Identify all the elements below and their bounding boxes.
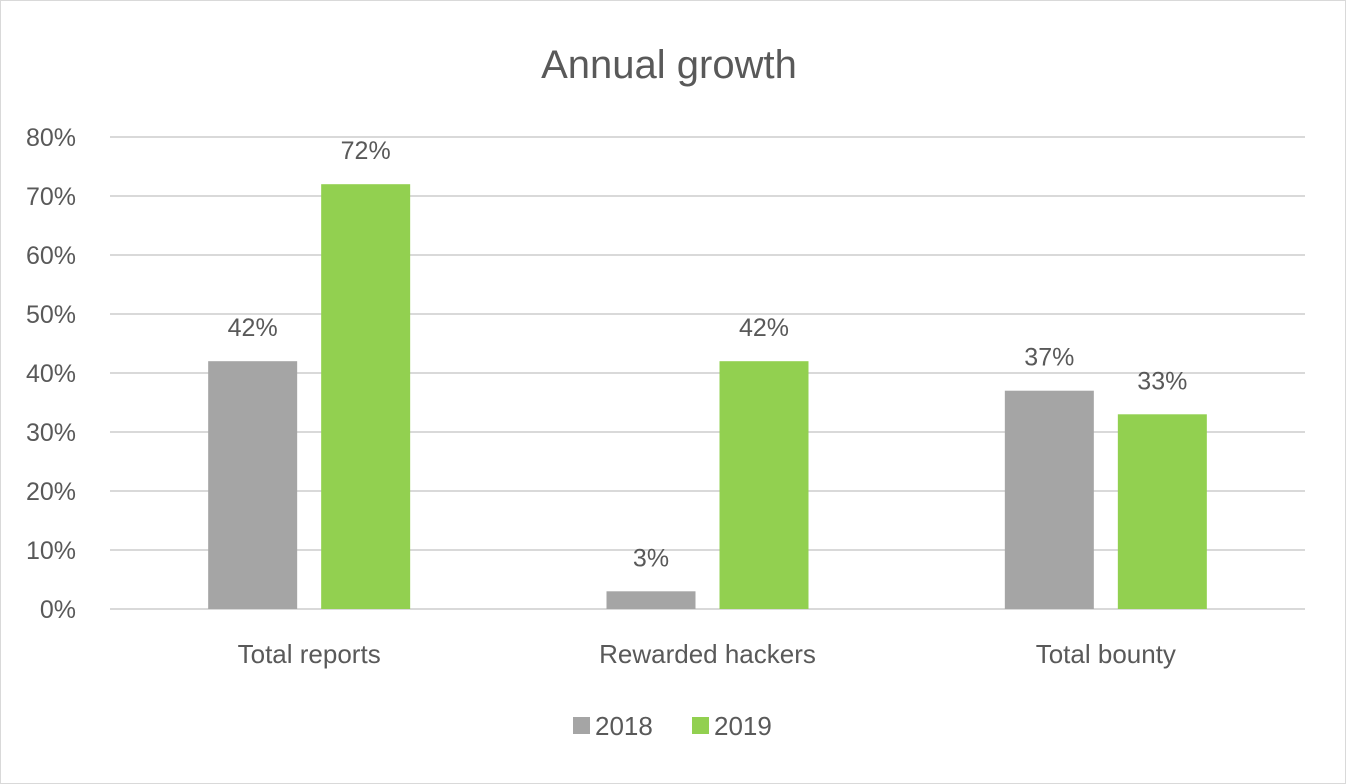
legend-label: 2018 xyxy=(595,711,653,741)
x-tick-label: Total reports xyxy=(238,639,381,669)
legend-swatch-2019 xyxy=(692,717,709,734)
y-tick-label: 70% xyxy=(26,183,76,211)
y-tick-label: 60% xyxy=(26,242,76,270)
y-tick-label: 10% xyxy=(26,537,76,565)
chart-title: Annual growth xyxy=(541,43,797,87)
y-tick-label: 30% xyxy=(26,419,76,447)
y-tick-label: 80% xyxy=(26,124,76,152)
bar-2018-0 xyxy=(208,361,298,609)
data-label: 42% xyxy=(739,314,789,342)
bar-2019-1 xyxy=(719,361,809,609)
bar-2018-2 xyxy=(1004,390,1094,609)
x-tick-label: Rewarded hackers xyxy=(599,639,816,669)
data-label: 42% xyxy=(228,314,278,342)
data-label: 3% xyxy=(633,544,669,572)
x-tick-label: Total bounty xyxy=(1036,639,1176,669)
data-label: 37% xyxy=(1024,344,1074,372)
y-tick-label: 40% xyxy=(26,360,76,388)
bar-2018-1 xyxy=(606,591,696,609)
y-tick-label: 50% xyxy=(26,301,76,329)
y-tick-label: 0% xyxy=(40,596,76,624)
y-tick-label: 20% xyxy=(26,478,76,506)
legend-label: 2019 xyxy=(714,711,772,741)
bar-2019-0 xyxy=(321,184,411,609)
data-label: 33% xyxy=(1137,367,1187,395)
data-label: 72% xyxy=(341,137,391,165)
legend-swatch-2018 xyxy=(573,717,590,734)
bar-2019-2 xyxy=(1117,414,1207,609)
